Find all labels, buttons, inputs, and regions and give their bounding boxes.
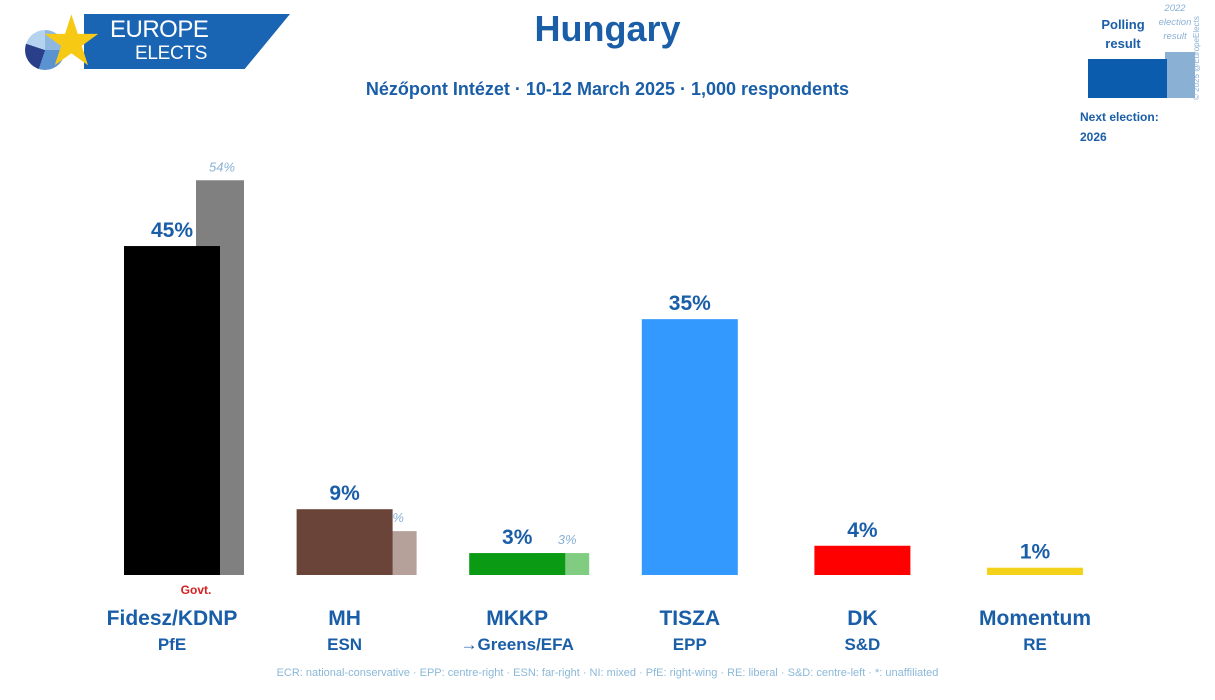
bar-polling-mkkp bbox=[469, 553, 566, 575]
category-label-tisza: TISZA bbox=[659, 607, 720, 630]
next-election: Next election: 2026 bbox=[1080, 107, 1159, 147]
star-icon: ★ bbox=[40, 0, 103, 82]
category-label-mh: MH bbox=[328, 607, 361, 630]
legend-polling-swatch bbox=[1088, 59, 1167, 98]
group-label-dk: S&D bbox=[844, 635, 880, 654]
group-label-mh: ESN bbox=[327, 635, 362, 654]
label-polling-mh: 9% bbox=[329, 482, 360, 505]
label-previous-mkkp: 3% bbox=[558, 532, 577, 547]
label-polling-mkkp: 3% bbox=[502, 526, 533, 549]
legend: Polling result 2022 election result © 20… bbox=[1075, 0, 1215, 150]
next-election-label: Next election: bbox=[1080, 110, 1159, 124]
group-label-mkkp: →Greens/EFA bbox=[461, 635, 574, 654]
category-label-fidesz-kdnp: Fidesz/KDNP bbox=[107, 607, 238, 630]
bar-polling-momentum bbox=[987, 567, 1083, 575]
legend-previous-swatch bbox=[1165, 52, 1195, 98]
bar-polling-mh bbox=[296, 509, 393, 575]
group-label-fidesz-kdnp: PfE bbox=[158, 635, 186, 654]
legend-polling-label: Polling result bbox=[1101, 17, 1145, 51]
logo-text-europe: EUROPE bbox=[110, 16, 209, 43]
category-label-dk: DK bbox=[847, 607, 877, 630]
next-election-year: 2026 bbox=[1080, 130, 1107, 144]
legend-previous-label: 2022 election result bbox=[1158, 3, 1192, 42]
bar-polling-tisza bbox=[641, 319, 738, 575]
pie-chart-icon bbox=[25, 30, 65, 70]
logo-text-elects: ELECTS bbox=[135, 43, 208, 64]
bar-polling-dk bbox=[814, 545, 911, 575]
label-previous-fidesz-kdnp: 54% bbox=[209, 159, 235, 174]
group-label-tisza: EPP bbox=[673, 635, 707, 654]
label-polling-fidesz-kdnp: 45% bbox=[151, 219, 193, 242]
category-label-momentum: Momentum bbox=[979, 607, 1091, 630]
category-label-mkkp: MKKP bbox=[486, 607, 548, 630]
chart-title: Hungary bbox=[534, 8, 681, 49]
europe-elects-logo: ★ EUROPE ELECTS bbox=[22, 6, 290, 76]
label-polling-momentum: 1% bbox=[1020, 541, 1051, 564]
group-label-momentum: RE bbox=[1023, 635, 1047, 654]
chart-subtitle: Nézőpont Intézet · 10-12 March 2025 · 1,… bbox=[365, 79, 850, 99]
bar-polling-fidesz-kdnp bbox=[124, 246, 220, 576]
group-footnote: ECR: national-conservative · EPP: centre… bbox=[276, 667, 939, 679]
label-polling-tisza: 35% bbox=[669, 292, 711, 315]
govt-annotation: Govt. bbox=[181, 583, 212, 597]
label-polling-dk: 4% bbox=[847, 519, 878, 542]
